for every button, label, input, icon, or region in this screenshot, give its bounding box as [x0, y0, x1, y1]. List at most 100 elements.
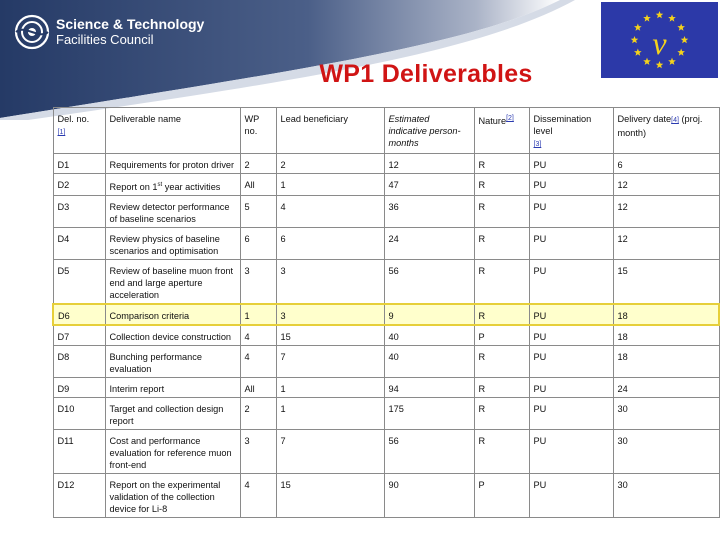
cell-delivery-month: 15 [612, 259, 720, 305]
cell-wp: 2 [239, 397, 277, 431]
cell-nature: R [473, 195, 530, 229]
cell-person-months: 47 [383, 172, 475, 197]
cell-delivery-month: 18 [612, 303, 720, 327]
cell-nature: R [473, 172, 530, 197]
deliverables-table: Del. no. [1] Deliverable name WP no. Lead… [52, 107, 720, 519]
cell-name: Review of baseline muon front end and la… [104, 259, 241, 305]
flag-star-icon [677, 48, 685, 56]
cell-nature: R [473, 345, 530, 379]
cell-lead: 7 [275, 345, 385, 379]
table-row: D3 Review detector performance of baselin… [52, 195, 720, 229]
header-lead: Lead beneficiary [275, 107, 385, 154]
cell-lead: 1 [275, 377, 385, 399]
cell-wp: 5 [239, 195, 277, 229]
cell-person-months: 56 [383, 429, 475, 475]
cell-nature: R [473, 429, 530, 475]
cell-del-no: D6 [52, 303, 106, 327]
flag-star-icon [643, 14, 651, 22]
table-row: D1 Requirements for proton driver 2 2 12 R PU 6 [52, 153, 720, 174]
cell-lead: 2 [275, 153, 385, 174]
cell-lead: 1 [275, 397, 385, 431]
cell-dissemination: PU [528, 259, 614, 305]
cell-nature: R [473, 153, 530, 174]
cell-nature: R [473, 259, 530, 305]
cell-name: Collection device construction [104, 324, 241, 347]
header-nature: Nature[2] [473, 107, 530, 154]
cell-nature: P [473, 473, 530, 519]
cell-name: Review physics of baseline scenarios and… [104, 227, 241, 261]
cell-dissemination: PU [528, 473, 614, 519]
cell-dissemination: PU [528, 172, 614, 197]
cell-del-no: D8 [52, 345, 106, 379]
cell-lead: 3 [275, 259, 385, 305]
cell-del-no: D11 [52, 429, 106, 475]
cell-lead: 4 [275, 195, 385, 229]
header-dissemination: Dissemination level [3] [528, 107, 614, 154]
cell-del-no: D9 [52, 377, 106, 399]
table-row: D12 Report on the experimental validation… [52, 473, 720, 519]
table-row: D9 Interim report All 1 94 R PU 24 [52, 377, 720, 399]
table-row: D10 Target and collection design report 2 1… [52, 397, 720, 431]
table-row: D2 Report on 1st year activities All 1 47 R PU… [52, 172, 720, 197]
cell-lead: 1 [275, 172, 385, 197]
stfc-logo-icon [14, 14, 50, 50]
cell-delivery-month: 18 [612, 345, 720, 379]
cell-del-no: D5 [52, 259, 106, 305]
cell-delivery-month: 6 [612, 153, 720, 174]
cell-name: Comparison criteria [104, 303, 241, 327]
cell-person-months: 9 [383, 303, 475, 327]
cell-lead: 15 [275, 473, 385, 519]
cell-name: Cost and performance evaluation for refe… [104, 429, 241, 475]
cell-wp: All [239, 377, 277, 399]
cell-lead: 3 [275, 303, 385, 327]
cell-person-months: 40 [383, 324, 475, 347]
cell-dissemination: PU [528, 153, 614, 174]
header-delivery: Delivery date[4] (proj. month) [612, 107, 720, 154]
cell-del-no: D1 [52, 153, 106, 174]
cell-nature: P [473, 324, 530, 347]
cell-dissemination: PU [528, 227, 614, 261]
table-row: D11 Cost and performance evaluation for r… [52, 429, 720, 475]
header-effort: Estimated indicative person-months [383, 107, 475, 154]
cell-delivery-month: 30 [612, 473, 720, 519]
cell-wp: 4 [239, 345, 277, 379]
header-band [0, 0, 720, 120]
cell-del-no: D7 [52, 324, 106, 347]
cell-name: Report on 1st year activities [104, 172, 241, 197]
cell-dissemination: PU [528, 324, 614, 347]
header-swoosh [0, 0, 575, 120]
cell-nature: R [473, 303, 530, 327]
stfc-logo: Science & Technology Facilities Council [14, 14, 204, 50]
cell-wp: 2 [239, 153, 277, 174]
logo-line2: Facilities Council [56, 32, 154, 47]
header-wp: WP no. [239, 107, 277, 154]
flag-star-icon [677, 23, 685, 31]
cell-nature: R [473, 227, 530, 261]
header-name: Deliverable name [104, 107, 241, 154]
flag-star-icon [668, 14, 676, 22]
cell-lead: 6 [275, 227, 385, 261]
cell-wp: 4 [239, 324, 277, 347]
eu-flag-logo: ν [601, 2, 718, 78]
flag-star-icon [643, 57, 651, 65]
cell-delivery-month: 12 [612, 195, 720, 229]
table-row: D4 Review physics of baseline scenarios a… [52, 227, 720, 261]
cell-wp: 3 [239, 259, 277, 305]
cell-person-months: 175 [383, 397, 475, 431]
header-del-no: Del. no. [1] [52, 107, 106, 154]
cell-name: Bunching performance evaluation [104, 345, 241, 379]
cell-name: Report on the experimental validation of… [104, 473, 241, 519]
logo-line1: Science & Technology [56, 16, 205, 32]
cell-del-no: D3 [52, 195, 106, 229]
cell-delivery-month: 18 [612, 324, 720, 347]
cell-name: Target and collection design report [104, 397, 241, 431]
table-row: D5 Review of baseline muon front end and … [52, 259, 720, 305]
cell-name: Review detector performance of baseline … [104, 195, 241, 229]
flag-star-icon [634, 48, 642, 56]
cell-dissemination: PU [528, 377, 614, 399]
cell-delivery-month: 30 [612, 429, 720, 475]
table-header-row: Del. no. [1] Deliverable name WP no. Lead… [52, 107, 720, 154]
cell-person-months: 24 [383, 227, 475, 261]
cell-lead: 7 [275, 429, 385, 475]
cell-del-no: D10 [52, 397, 106, 431]
